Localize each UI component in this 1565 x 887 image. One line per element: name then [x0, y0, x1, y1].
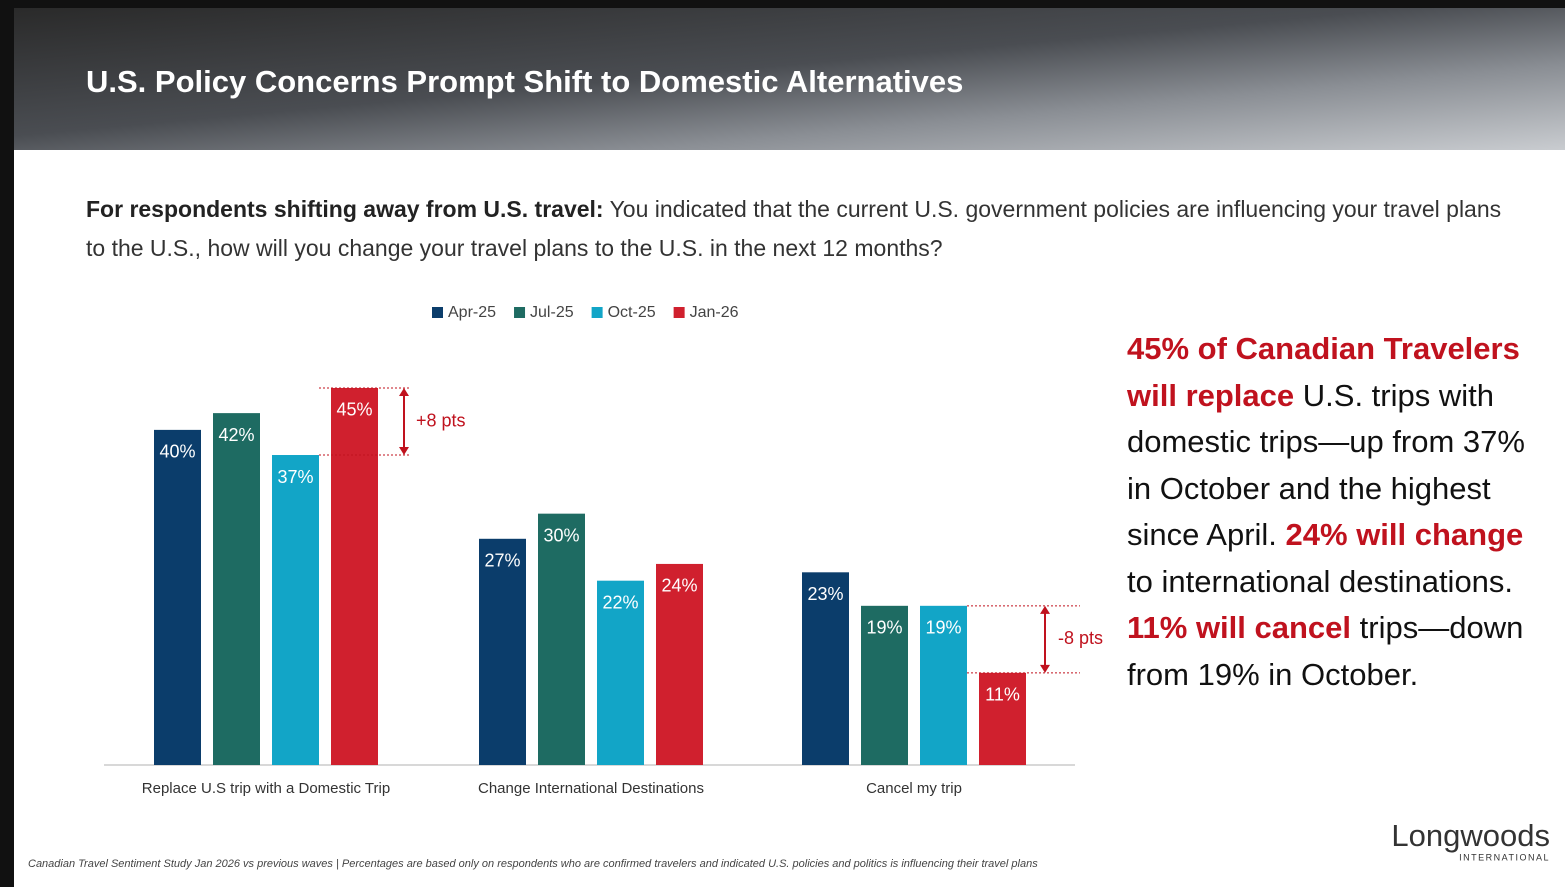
x-tick-label: Cancel my trip: [866, 780, 962, 797]
bar: [597, 580, 644, 765]
x-tick-label: Replace U.S trip with a Domestic Trip: [142, 780, 390, 797]
legend-label: Jul-25: [530, 304, 574, 321]
arrow-head: [1040, 605, 1050, 673]
callout-text: U.S. trips with domestic trips—up from 3…: [1127, 377, 1525, 553]
value-label: 24%: [661, 576, 697, 596]
value-label: 37%: [277, 467, 313, 487]
footnote: Canadian Travel Sentiment Study Jan 2026…: [28, 858, 1038, 870]
bar: [479, 538, 526, 765]
bar: [331, 387, 378, 765]
header-band: [14, 8, 1565, 150]
annotation: -8 pts: [1058, 628, 1103, 648]
bar: [802, 572, 849, 765]
callout-emphasis: 11% will cancel: [1127, 610, 1352, 645]
question-lead: For respondents shifting away from U.S. …: [86, 196, 604, 222]
bar: [272, 455, 319, 765]
question-text: You indicated that the current U.S. gove…: [86, 196, 1502, 261]
value-label: 42%: [218, 425, 254, 445]
callout-text: to international destinations.: [1127, 563, 1514, 599]
value-label: 45%: [336, 400, 372, 420]
legend-label: Apr-25: [448, 304, 496, 321]
bar: [213, 413, 260, 765]
bar: [861, 605, 908, 765]
callout-emphasis: 45% of Canadian Travelers will replace: [1127, 331, 1520, 413]
legend-label: Oct-25: [608, 304, 656, 321]
arrow-head: [399, 387, 409, 456]
value-label: 40%: [159, 442, 195, 462]
bar: [979, 672, 1026, 765]
value-label: 27%: [484, 551, 520, 571]
slide-title: U.S. Policy Concerns Prompt Shift to Dom…: [86, 64, 963, 99]
bar: [656, 563, 703, 765]
annotation: +8 pts: [416, 410, 466, 430]
legend-swatch: [514, 307, 526, 318]
value-label: 19%: [925, 618, 961, 638]
bar: [538, 513, 585, 765]
logo-sub: INTERNATIONAL: [1459, 852, 1550, 862]
legend-swatch: [673, 307, 685, 318]
legend-swatch: [432, 307, 443, 318]
logo: Longwoods: [1391, 818, 1550, 853]
value-label: 23%: [807, 584, 843, 604]
callout: 45% of Canadian Travelers will replace U…: [1127, 326, 1552, 698]
callout-text: trips—down from 19% in October.: [1127, 610, 1524, 692]
value-label: 11%: [985, 685, 1020, 705]
legend-label: Jan-26: [690, 304, 739, 321]
left-border: [0, 0, 14, 887]
value-label: 30%: [543, 525, 579, 545]
legend-swatch: [591, 307, 603, 318]
value-label: 22%: [602, 592, 638, 612]
bar: [154, 429, 201, 765]
question: For respondents shifting away from U.S. …: [86, 190, 1526, 268]
x-tick-label: Change International Destinations: [478, 780, 704, 797]
bar: [920, 605, 967, 765]
callout-emphasis: 24% will change: [1285, 517, 1524, 552]
top-border: [14, 0, 1565, 8]
value-label: 19%: [866, 618, 902, 638]
